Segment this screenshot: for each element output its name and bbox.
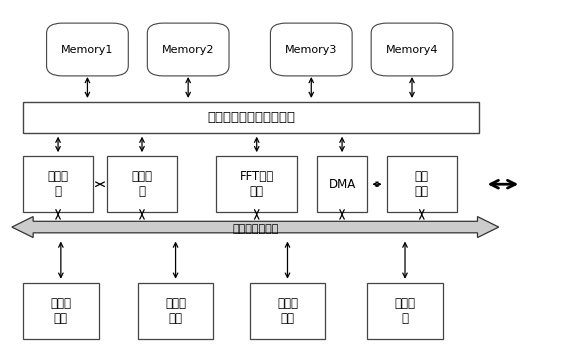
Bar (23, 283, 99, 339)
Bar (250, 283, 325, 339)
Text: 运算簇内部总线: 运算簇内部总线 (232, 224, 278, 234)
Text: Memory1: Memory1 (61, 45, 114, 54)
Text: 堆栈存
储器: 堆栈存 储器 (165, 297, 186, 325)
Bar (317, 156, 367, 212)
Polygon shape (12, 217, 499, 237)
Text: 协处理
器: 协处理 器 (131, 170, 153, 198)
Text: 寄存器
组: 寄存器 组 (394, 297, 416, 325)
Text: Memory2: Memory2 (162, 45, 214, 54)
Bar (216, 156, 297, 212)
Text: Memory4: Memory4 (386, 45, 438, 54)
Bar (107, 156, 177, 212)
Bar (367, 283, 443, 339)
Text: 簇内共享存储器地址转换: 簇内共享存储器地址转换 (207, 111, 295, 124)
Text: FFT加速
单元: FFT加速 单元 (240, 170, 274, 198)
Bar (23, 102, 479, 133)
Bar (387, 156, 457, 212)
FancyBboxPatch shape (371, 23, 453, 76)
FancyBboxPatch shape (148, 23, 229, 76)
FancyBboxPatch shape (47, 23, 128, 76)
Bar (138, 283, 213, 339)
Text: 中断控
制器: 中断控 制器 (277, 297, 298, 325)
Text: Memory3: Memory3 (285, 45, 338, 54)
Text: 网络
接口: 网络 接口 (415, 170, 429, 198)
Text: 处理器
核: 处理器 核 (48, 170, 68, 198)
Text: DMA: DMA (328, 178, 356, 191)
FancyBboxPatch shape (270, 23, 352, 76)
Text: 程序存
储器: 程序存 储器 (50, 297, 71, 325)
Bar (23, 156, 93, 212)
